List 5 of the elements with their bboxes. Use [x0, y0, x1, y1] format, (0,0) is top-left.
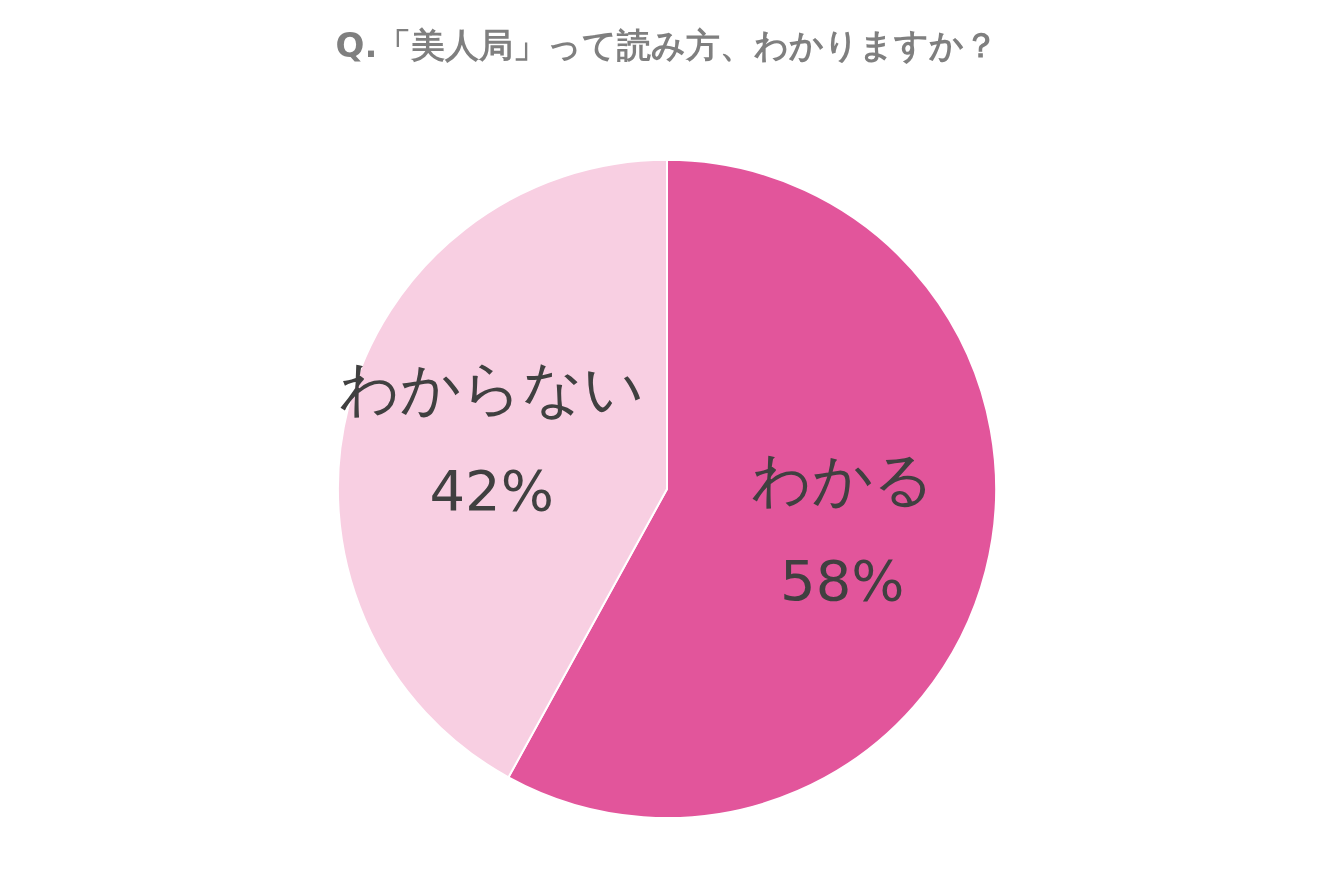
slice-label: わかる [750, 443, 934, 514]
data-label: 58% [780, 548, 905, 614]
chart-title: Q.「美人局」って読み方、わかりますか？ [335, 25, 999, 66]
data-label: 42% [429, 458, 554, 524]
slice-label: わからない [339, 353, 645, 424]
